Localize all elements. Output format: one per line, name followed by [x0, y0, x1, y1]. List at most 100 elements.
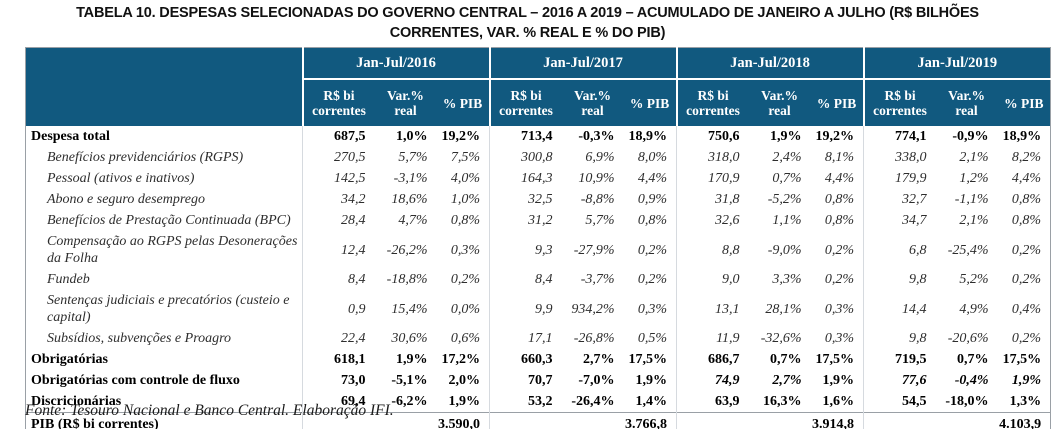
cell-value: 8,2%: [1011, 150, 1042, 165]
cell-value: 73,0: [302, 370, 375, 391]
cell-value: 0,3%: [824, 301, 855, 317]
cell-value: 77,6: [863, 370, 936, 391]
cell-value: 9,9: [489, 290, 562, 328]
cell-value: 31,2: [489, 210, 562, 231]
cell-value: 0,2%: [637, 272, 668, 287]
cell-value: 32,6: [676, 210, 749, 231]
cell-value: -3,1%: [393, 171, 428, 186]
cell-value: 13,1: [676, 290, 749, 328]
cell-value: 1,0%: [450, 192, 481, 207]
cell-value: -0,4%: [954, 373, 989, 388]
cell-value: -20,6%: [947, 331, 989, 346]
cell-value: 9,8: [863, 328, 936, 349]
cell-value: 69,4: [302, 391, 375, 413]
cell-value: 0,9%: [637, 192, 668, 207]
table-row: Pessoal (ativos e inativos) 142,5 -3,1% 4,0…: [26, 168, 1051, 189]
cell-value: 687,5: [302, 126, 375, 147]
cell-value: 6,8: [863, 231, 936, 269]
cell-value: 0,3%: [450, 242, 481, 258]
cell-value: -26,8%: [573, 331, 615, 346]
cell-value: 32,7: [863, 189, 936, 210]
cell-value: 300,8: [489, 147, 562, 168]
cell-value: 0,8%: [450, 213, 481, 228]
cell-value: 11,9: [676, 328, 749, 349]
cell-value: 15,4%: [391, 301, 428, 317]
cell-value: 0,4%: [1011, 301, 1042, 317]
table-row: Despesa total 687,5 1,0% 19,2% 713,4 -0,3% 18,…: [26, 126, 1051, 147]
cell-value: 719,5: [863, 349, 936, 370]
cell-value: 4,9%: [959, 301, 989, 317]
cell-value: -5,1%: [391, 373, 428, 388]
cell-value: 774,1: [863, 126, 936, 147]
table-row: Fundeb 8,4 -18,8% 0,2% 8,4 -3,7% 0,2% 9,0 3,3% 0,…: [26, 269, 1051, 290]
cell-value: 9,0: [676, 269, 749, 290]
cell-value: 0,2%: [1011, 242, 1042, 258]
cell-value: 28,1%: [765, 301, 802, 317]
cell-value: 1,9%: [396, 352, 428, 367]
source-note: Fonte: Tesouro Nacional e Banco Central.…: [25, 402, 394, 419]
cell-value: 1,9%: [1011, 373, 1042, 388]
cell-value: -32,6%: [760, 331, 802, 346]
cell-value: 3,3%: [772, 272, 802, 287]
cell-value: 4,7%: [398, 213, 428, 228]
cell-value: 0,8%: [824, 192, 855, 207]
cell-value: 19,2%: [441, 129, 481, 144]
cell-value: -26,4%: [571, 394, 615, 409]
cell-value: 934,2%: [571, 301, 615, 317]
cell-value: 12,4: [302, 231, 375, 269]
cell-value: 0,2%: [450, 272, 481, 287]
cell-value: 74,9: [676, 370, 749, 391]
subcol-header: % PIB: [623, 79, 677, 126]
subcol-header: R$ bi correntes: [301, 79, 375, 126]
table-title-line1: TABELA 10. DESPESAS SELECIONADAS DO GOVE…: [76, 5, 979, 21]
subcol-header: R$ bi correntes: [862, 79, 936, 126]
subcol-header: % PIB: [436, 79, 490, 126]
cell-value: 14,4: [863, 290, 936, 328]
cell-value: 4,4%: [1011, 171, 1042, 186]
cell-value: 8,4: [489, 269, 562, 290]
cell-value: 30,6%: [391, 331, 428, 346]
cell-value: 34,7: [863, 210, 936, 231]
subcol-header: R$ bi correntes: [675, 79, 749, 126]
cell-value: 0,7%: [772, 171, 802, 186]
cell-value: 2,0%: [448, 373, 481, 388]
cell-value: -7,0%: [578, 373, 615, 388]
cell-value: 0,8%: [1011, 192, 1042, 207]
pib-value: 3.766,8: [489, 412, 677, 429]
table-row: Benefícios previdenciários (RGPS) 270,5 5,…: [26, 147, 1051, 168]
pib-value: 4.103,9: [863, 412, 1051, 429]
cell-value: 1,3%: [1009, 394, 1042, 409]
cell-value: 750,6: [676, 126, 749, 147]
cell-value: 8,4: [302, 269, 375, 290]
cell-value: 1,9%: [635, 373, 668, 388]
cell-value: 5,7%: [585, 213, 615, 228]
cell-value: 2,7%: [772, 373, 802, 388]
cell-value: 0,2%: [824, 242, 855, 258]
cell-value: 22,4: [302, 328, 375, 349]
cell-value: -1,1%: [954, 192, 989, 207]
table-title: TABELA 10. DESPESAS SELECIONADAS DO GOVE…: [0, 3, 1055, 43]
cell-value: 318,0: [676, 147, 749, 168]
table-row: Obrigatórias 618,1 1,9% 17,2% 660,3 2,7% 17,5%…: [26, 349, 1051, 370]
cell-value: 0,9: [302, 290, 375, 328]
cell-value: 1,9%: [822, 373, 855, 388]
table-row: Compensação ao RGPS pelas Desonerações d…: [26, 231, 1051, 269]
cell-value: 1,2%: [959, 171, 989, 186]
cell-value: 0,2%: [1011, 331, 1042, 346]
cell-value: 28,4: [302, 210, 375, 231]
cell-value: 2,1%: [959, 213, 989, 228]
cell-value: 10,9%: [578, 171, 615, 186]
cell-value: 170,9: [676, 168, 749, 189]
cell-value: 54,5: [863, 391, 936, 413]
cell-value: 4,4%: [637, 171, 668, 186]
cell-value: -26,2%: [386, 242, 428, 258]
table-row: Abono e seguro desemprego 34,2 18,6% 1,0% 32…: [26, 189, 1051, 210]
cell-value: 5,7%: [398, 150, 428, 165]
cell-value: 17,2%: [441, 352, 481, 367]
cell-value: 0,2%: [1011, 272, 1042, 287]
cell-value: 1,0%: [396, 129, 428, 144]
year-group-header: Jan-Jul/2017: [488, 47, 677, 80]
cell-value: 686,7: [676, 349, 749, 370]
cell-value: 9,8: [863, 269, 936, 290]
